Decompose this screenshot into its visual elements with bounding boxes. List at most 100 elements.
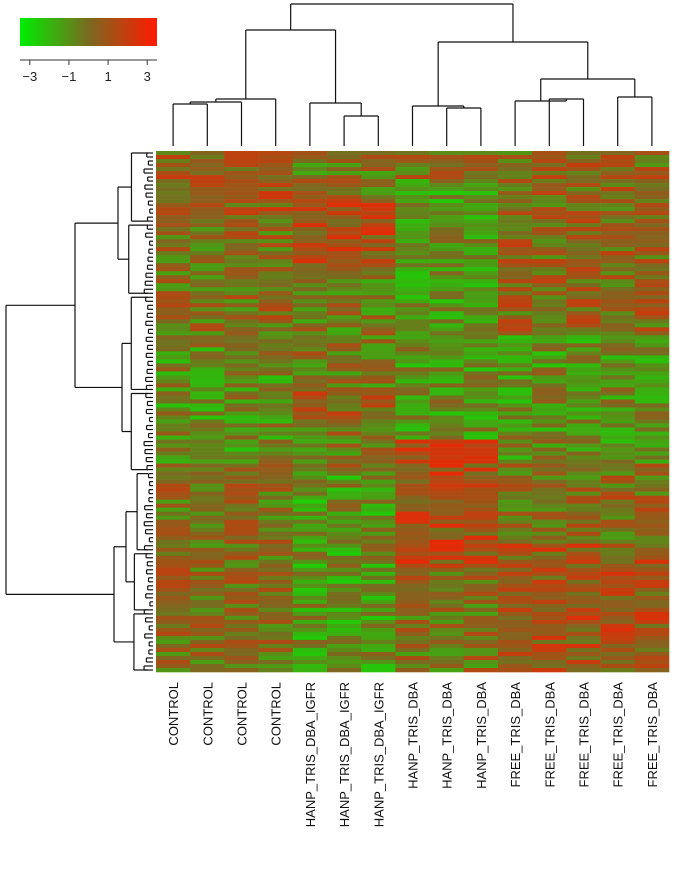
heatmap-cell bbox=[395, 451, 430, 456]
heatmap-cell bbox=[361, 387, 396, 392]
heatmap-cell bbox=[566, 227, 601, 232]
heatmap-cell bbox=[532, 243, 567, 248]
heatmap-cell bbox=[156, 151, 191, 156]
heatmap-cell bbox=[224, 395, 259, 400]
heatmap-cell bbox=[361, 359, 396, 364]
heatmap-cell bbox=[258, 163, 294, 168]
heatmap-cell bbox=[395, 667, 430, 673]
heatmap-cell bbox=[532, 367, 567, 372]
heatmap-cell bbox=[634, 527, 670, 533]
heatmap-cell bbox=[395, 479, 430, 484]
heatmap-cell bbox=[258, 395, 294, 400]
heatmap-cell bbox=[566, 223, 601, 228]
heatmap-cell bbox=[498, 347, 533, 352]
heatmap-cell bbox=[361, 191, 396, 196]
heatmap-cell bbox=[498, 379, 533, 384]
heatmap-cell bbox=[190, 387, 225, 392]
heatmap-cell bbox=[463, 531, 499, 537]
heatmap-cell bbox=[156, 255, 191, 260]
heatmap-cell bbox=[498, 571, 533, 577]
heatmap-cell bbox=[224, 207, 259, 212]
heatmap-cell bbox=[361, 163, 396, 168]
heatmap-cell bbox=[190, 419, 225, 424]
heatmap-cell bbox=[463, 255, 499, 260]
heatmap-cell bbox=[327, 511, 362, 516]
heatmap-cell bbox=[258, 319, 294, 324]
heatmap-cell bbox=[292, 371, 328, 376]
heatmap-cell bbox=[395, 291, 430, 296]
heatmap-cell bbox=[498, 479, 533, 484]
heatmap-cell bbox=[532, 435, 567, 440]
heatmap-cell bbox=[395, 611, 430, 617]
heatmap-cell bbox=[361, 227, 396, 232]
heatmap-cell bbox=[600, 327, 636, 332]
heatmap-cell bbox=[327, 491, 362, 496]
heatmap-cell bbox=[532, 343, 567, 348]
heatmap-cell bbox=[395, 339, 430, 344]
heatmap-cell bbox=[224, 431, 259, 436]
heatmap-cell bbox=[156, 655, 191, 661]
heatmap-cell bbox=[429, 355, 465, 360]
heatmap-cell bbox=[224, 563, 259, 569]
heatmap-cell bbox=[634, 503, 670, 508]
heatmap-cell bbox=[498, 319, 533, 324]
heatmap-cell bbox=[327, 659, 362, 665]
heatmap-cell bbox=[327, 583, 362, 589]
heatmap-cell bbox=[224, 259, 259, 264]
heatmap-cell bbox=[224, 331, 259, 336]
heatmap-cell bbox=[463, 623, 499, 629]
heatmap-cell bbox=[224, 443, 259, 448]
heatmap-cell bbox=[498, 235, 533, 240]
heatmap-cell bbox=[498, 279, 533, 284]
heatmap-cell bbox=[156, 519, 191, 525]
heatmap-cell bbox=[224, 315, 259, 320]
heatmap-cell bbox=[190, 499, 225, 504]
heatmap-cell bbox=[395, 283, 430, 288]
heatmap-cell bbox=[292, 203, 328, 208]
heatmap-cell bbox=[327, 487, 362, 492]
heatmap-cell bbox=[156, 507, 191, 512]
heatmap-cell bbox=[361, 459, 396, 464]
heatmap-cell bbox=[361, 487, 396, 492]
heatmap-cell bbox=[395, 659, 430, 665]
heatmap-cell bbox=[600, 431, 636, 436]
heatmap-cell bbox=[258, 467, 294, 472]
heatmap-cell bbox=[566, 527, 601, 533]
heatmap-cell bbox=[498, 239, 533, 244]
heatmap-cell bbox=[498, 411, 533, 416]
heatmap-cell bbox=[532, 383, 567, 388]
heatmap-cell bbox=[566, 503, 601, 508]
heatmap-cell bbox=[532, 575, 567, 581]
heatmap-cell bbox=[156, 203, 191, 208]
heatmap-cell bbox=[600, 407, 636, 412]
heatmap-cell bbox=[600, 307, 636, 312]
heatmap-cell bbox=[634, 603, 670, 609]
heatmap-cell bbox=[156, 587, 191, 593]
heatmap-cell bbox=[429, 639, 465, 645]
heatmap-cell bbox=[224, 647, 259, 653]
heatmap-cell bbox=[224, 571, 259, 577]
heatmap-cell bbox=[532, 151, 567, 156]
heatmap-cell bbox=[532, 571, 567, 577]
heatmap-cell bbox=[429, 523, 465, 529]
heatmap-cell bbox=[566, 383, 601, 388]
heatmap-cell bbox=[327, 571, 362, 577]
heatmap-cell bbox=[498, 631, 533, 637]
heatmap-cell bbox=[327, 287, 362, 292]
heatmap-cell bbox=[634, 663, 670, 669]
heatmap-cell bbox=[634, 411, 670, 416]
heatmap-cell bbox=[429, 175, 465, 180]
heatmap-cell bbox=[600, 371, 636, 376]
heatmap-cell bbox=[429, 383, 465, 388]
heatmap-cell bbox=[429, 387, 465, 392]
heatmap-cell bbox=[156, 627, 191, 633]
heatmap-cell bbox=[566, 443, 601, 448]
heatmap-cell bbox=[634, 539, 670, 545]
heatmap-cell bbox=[463, 183, 499, 188]
heatmap-cell bbox=[292, 399, 328, 404]
heatmap-cell bbox=[258, 639, 294, 645]
heatmap-cell bbox=[634, 579, 670, 585]
heatmap-cell bbox=[361, 403, 396, 408]
heatmap-cell bbox=[566, 651, 601, 657]
heatmap-cell bbox=[224, 231, 259, 236]
